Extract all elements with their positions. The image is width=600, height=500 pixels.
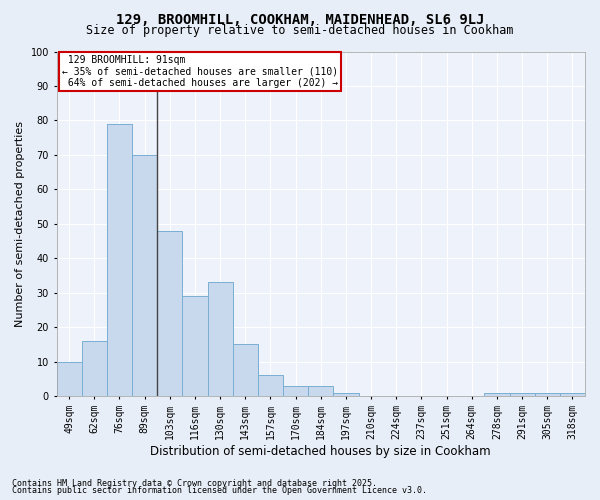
Bar bbox=[132, 155, 157, 396]
Bar bbox=[535, 392, 560, 396]
Text: 129 BROOMHILL: 91sqm
← 35% of semi-detached houses are smaller (110)
 64% of sem: 129 BROOMHILL: 91sqm ← 35% of semi-detac… bbox=[62, 55, 338, 88]
Bar bbox=[233, 344, 258, 396]
X-axis label: Distribution of semi-detached houses by size in Cookham: Distribution of semi-detached houses by … bbox=[151, 444, 491, 458]
Bar bbox=[208, 282, 233, 396]
Bar bbox=[308, 386, 334, 396]
Bar bbox=[484, 392, 509, 396]
Bar bbox=[560, 392, 585, 396]
Text: Contains HM Land Registry data © Crown copyright and database right 2025.: Contains HM Land Registry data © Crown c… bbox=[12, 478, 377, 488]
Bar bbox=[107, 124, 132, 396]
Text: Contains public sector information licensed under the Open Government Licence v3: Contains public sector information licen… bbox=[12, 486, 427, 495]
Bar bbox=[182, 296, 208, 396]
Y-axis label: Number of semi-detached properties: Number of semi-detached properties bbox=[15, 121, 25, 327]
Bar bbox=[157, 230, 182, 396]
Bar bbox=[509, 392, 535, 396]
Bar bbox=[56, 362, 82, 396]
Bar bbox=[82, 341, 107, 396]
Bar bbox=[334, 392, 359, 396]
Text: 129, BROOMHILL, COOKHAM, MAIDENHEAD, SL6 9LJ: 129, BROOMHILL, COOKHAM, MAIDENHEAD, SL6… bbox=[116, 12, 484, 26]
Bar bbox=[283, 386, 308, 396]
Bar bbox=[258, 376, 283, 396]
Text: Size of property relative to semi-detached houses in Cookham: Size of property relative to semi-detach… bbox=[86, 24, 514, 37]
